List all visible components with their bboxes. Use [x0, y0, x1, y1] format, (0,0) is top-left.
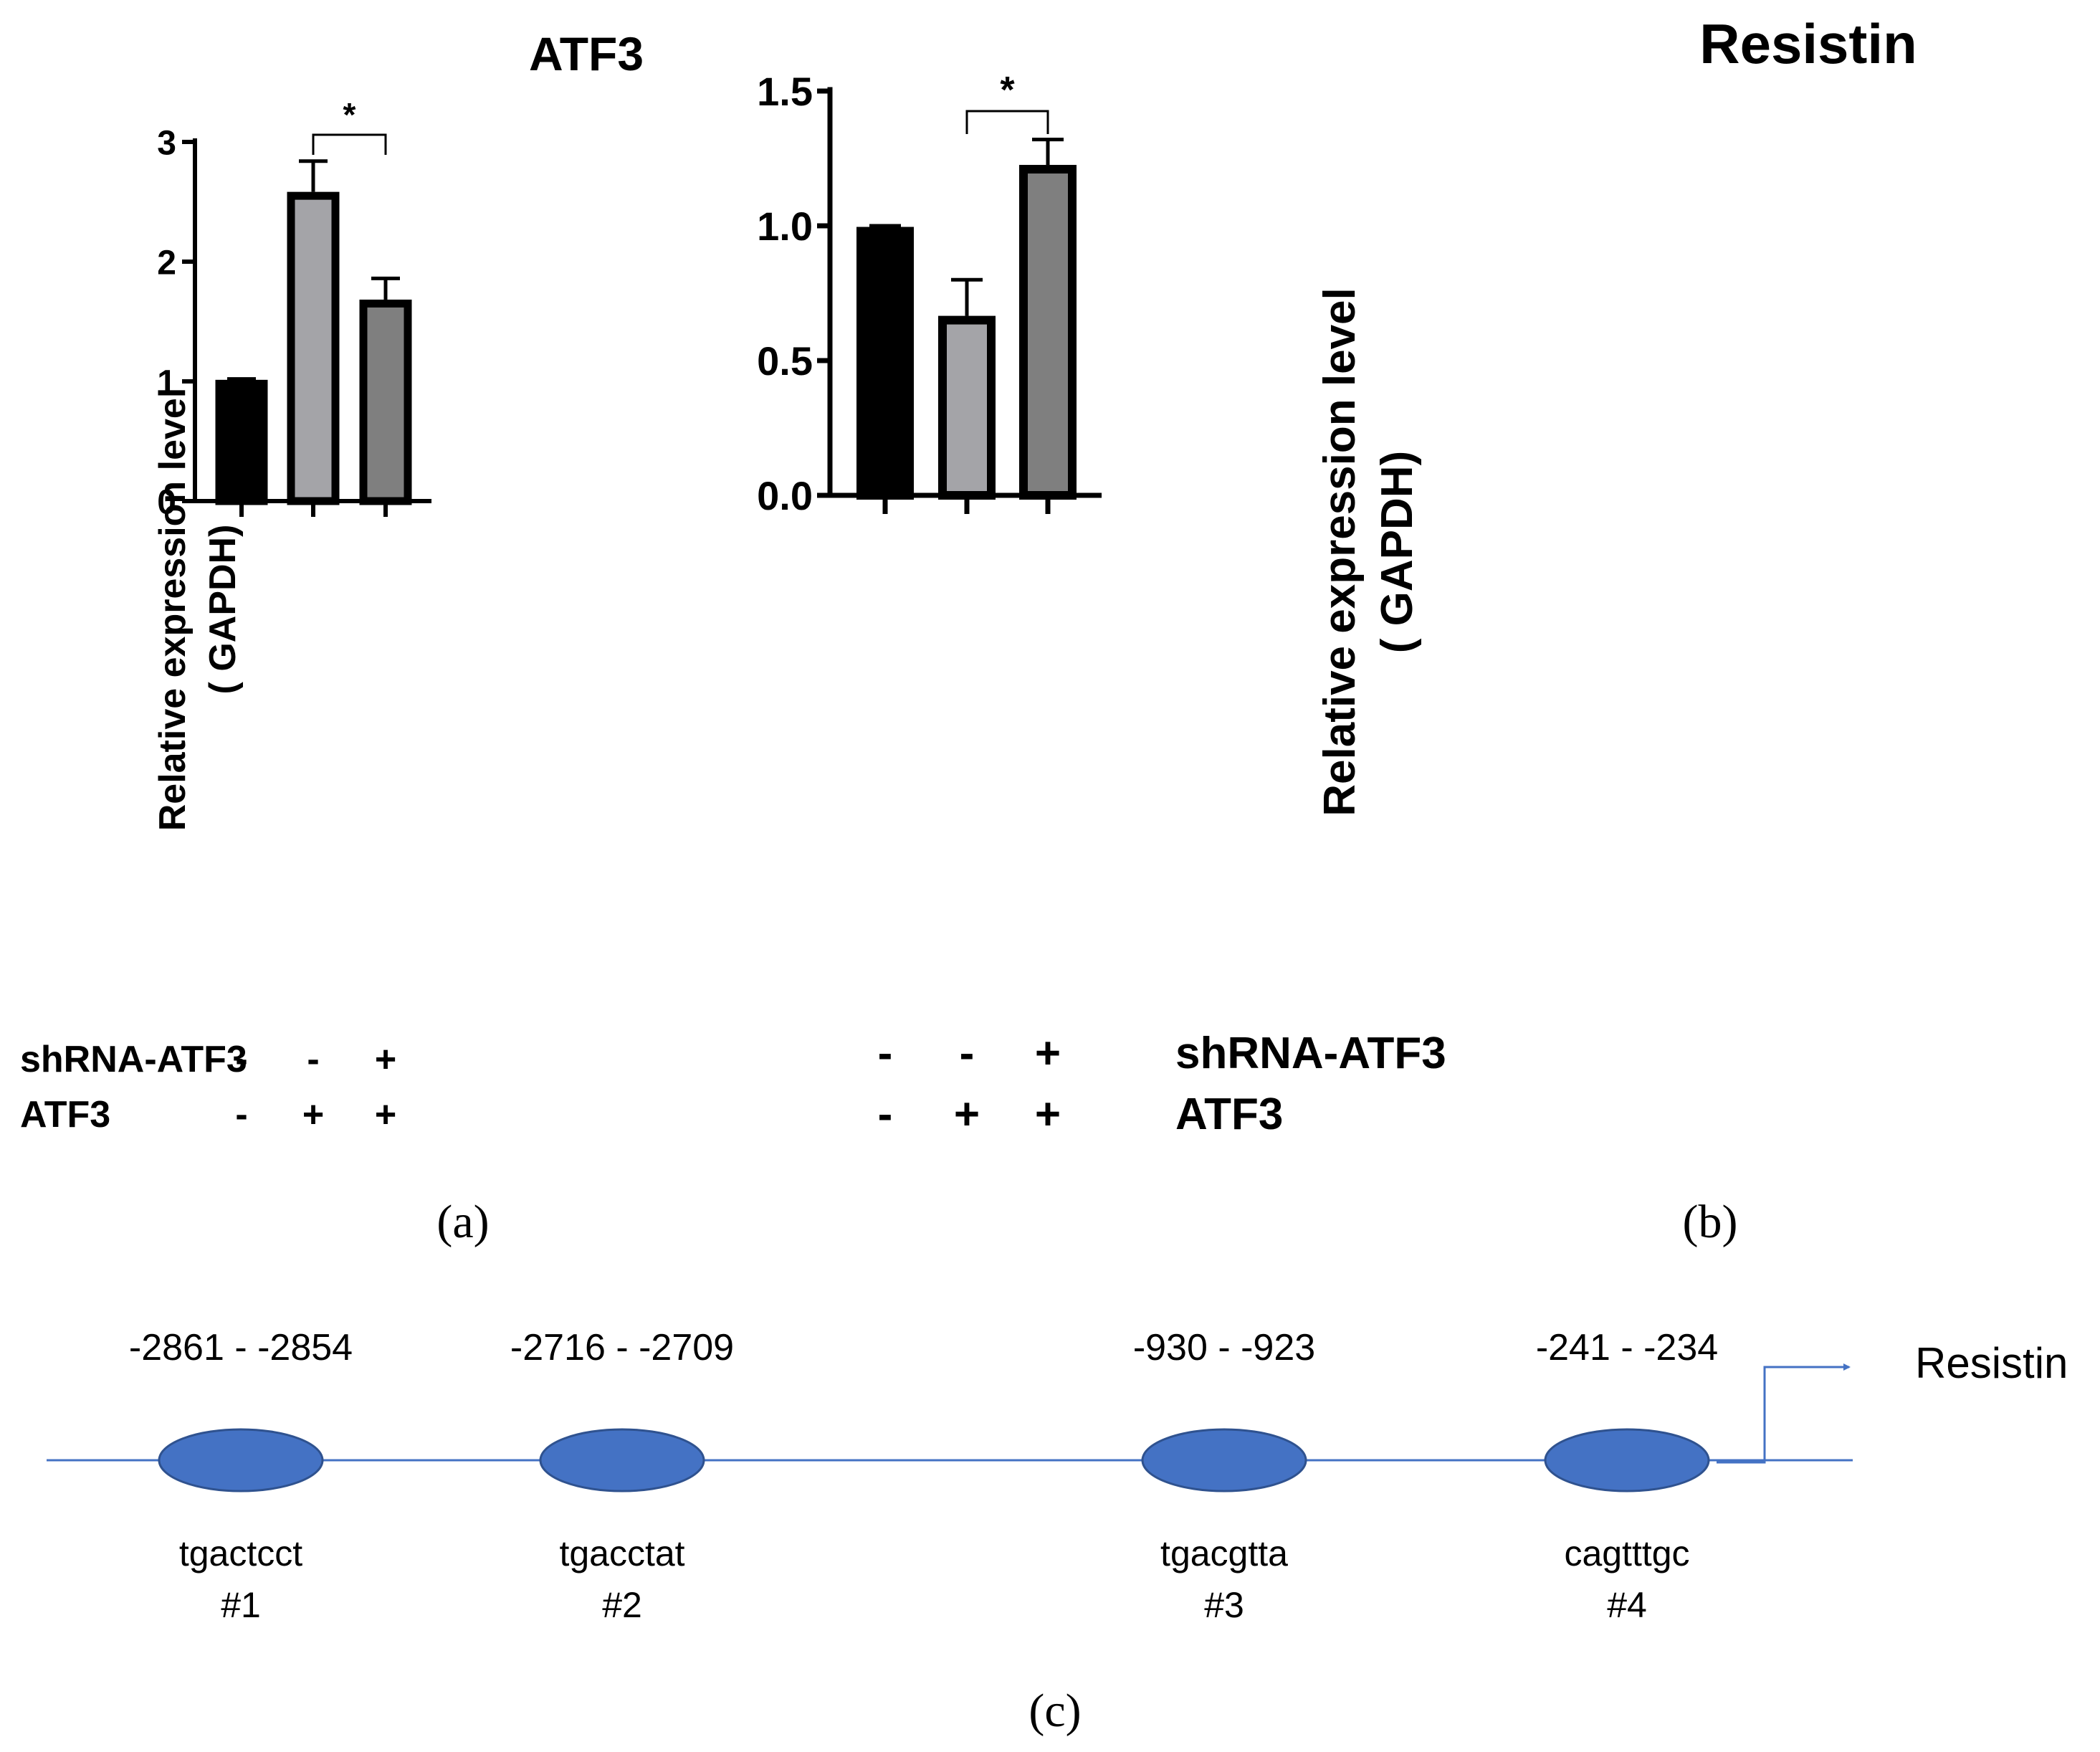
- site-id: #3: [1204, 1585, 1244, 1625]
- y-axis-label: Relative expression level ( GAPDH): [152, 388, 244, 832]
- y-tick-label: 2: [157, 244, 176, 282]
- significance-bracket: [312, 133, 387, 155]
- site-id: #2: [602, 1585, 642, 1625]
- significance-star: *: [1000, 70, 1015, 111]
- significance-bracket: [965, 110, 1049, 134]
- chart-atf3: ATF3 Relative expression level ( GAPDH) …: [20, 27, 644, 1248]
- panel-label: (c): [1028, 1685, 1081, 1737]
- site-id: #4: [1607, 1585, 1647, 1625]
- y-axis-label: Relative expression level ( GAPDH): [1315, 287, 1422, 817]
- condition-sign: +: [302, 1094, 324, 1136]
- condition-sign: +: [375, 1039, 396, 1080]
- site-sequence: cagtttgc: [1564, 1533, 1689, 1574]
- significance-star: *: [343, 96, 356, 133]
- y-tick-label: 3: [157, 124, 176, 162]
- y-axis-label-line1: Relative expression level: [152, 388, 194, 832]
- promoter-diagram: Resistin -2861 - -2854 tgactcct #1 -2716 - …: [47, 1327, 2068, 1737]
- condition-sign: +: [375, 1094, 396, 1136]
- condition-sign: -: [235, 1094, 247, 1136]
- site-range: -241 - -234: [1536, 1327, 1718, 1368]
- condition-label-shrna: shRNA-ATF3: [1175, 1029, 1446, 1078]
- tss-arrow: [1717, 1363, 1851, 1464]
- site-range: -2716 - -2709: [510, 1327, 734, 1368]
- condition-label-atf3: ATF3: [20, 1094, 110, 1136]
- condition-sign: -: [878, 1090, 893, 1139]
- gene-label: Resistin: [1915, 1339, 2068, 1387]
- binding-site: [1141, 1428, 1307, 1492]
- condition-label-shrna: shRNA-ATF3: [20, 1039, 247, 1080]
- y-axis-label-line2: ( GAPDH): [1373, 451, 1422, 653]
- site-id: #1: [221, 1585, 261, 1625]
- y-tick-label: 0: [157, 483, 176, 521]
- condition-sign: +: [1035, 1029, 1061, 1078]
- condition-label-atf3: ATF3: [1175, 1090, 1283, 1139]
- bar: [1019, 165, 1077, 500]
- binding-site: [158, 1428, 324, 1492]
- chart-resistin: Resistin Relative expression level ( GAP…: [757, 12, 1917, 1248]
- chart-title: ATF3: [529, 27, 644, 80]
- site-range: -2861 - -2854: [129, 1327, 353, 1368]
- y-tick-label: 0.5: [757, 338, 813, 384]
- bar: [215, 379, 268, 505]
- y-tick-label: 1.0: [757, 204, 813, 249]
- chart-title: Resistin: [1699, 12, 1917, 75]
- site-sequence: tgacgtta: [1160, 1533, 1288, 1574]
- y-tick-label: 0.0: [757, 473, 813, 518]
- y-tick-label: 1: [157, 363, 176, 401]
- condition-sign: -: [878, 1029, 893, 1078]
- bar: [938, 315, 996, 500]
- bar: [359, 299, 412, 505]
- bar: [287, 191, 340, 505]
- panel-label: (b): [1683, 1196, 1738, 1248]
- y-axis-label-line2: ( GAPDH): [202, 525, 244, 695]
- condition-sign: +: [954, 1090, 980, 1139]
- binding-site: [539, 1428, 705, 1492]
- site-sequence: tgactcct: [179, 1533, 302, 1574]
- condition-sign: -: [960, 1029, 975, 1078]
- binding-site: [1544, 1428, 1710, 1492]
- panel-label: (a): [436, 1196, 489, 1248]
- y-tick-label: 1.5: [757, 69, 813, 114]
- site-range: -930 - -923: [1133, 1327, 1315, 1368]
- site-sequence: tgacctat: [559, 1533, 684, 1574]
- condition-sign: -: [235, 1039, 247, 1080]
- condition-sign: -: [307, 1039, 319, 1080]
- y-axis-label-line1: Relative expression level: [1315, 287, 1365, 817]
- condition-sign: +: [1035, 1090, 1061, 1139]
- bar: [856, 227, 914, 500]
